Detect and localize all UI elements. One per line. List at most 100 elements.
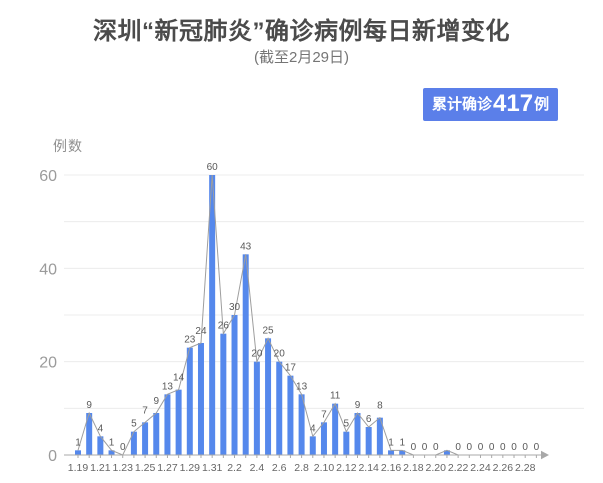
bar — [309, 436, 316, 455]
svg-text:2.26: 2.26 — [493, 462, 514, 474]
svg-text:2.4: 2.4 — [250, 462, 265, 474]
y-axis-tick-labels: 0 20 40 60 — [39, 168, 57, 465]
svg-text:30: 30 — [229, 302, 241, 313]
svg-text:2.8: 2.8 — [294, 462, 309, 474]
svg-text:0: 0 — [120, 442, 126, 453]
svg-text:60: 60 — [207, 162, 219, 173]
svg-text:0: 0 — [522, 442, 528, 453]
svg-text:2.22: 2.22 — [448, 462, 469, 474]
bar — [320, 422, 327, 455]
svg-text:1.21: 1.21 — [90, 462, 111, 474]
x-axis-arrow-icon — [541, 450, 549, 460]
chart-title: 深圳“新冠肺炎”确诊病例每日新增变化 — [93, 18, 510, 45]
svg-text:4: 4 — [98, 423, 104, 434]
svg-text:9: 9 — [86, 400, 92, 411]
svg-text:6: 6 — [366, 414, 372, 425]
bar — [97, 436, 104, 455]
bar — [276, 361, 283, 455]
svg-text:0: 0 — [500, 442, 506, 453]
svg-text:1.27: 1.27 — [157, 462, 178, 474]
svg-text:0: 0 — [467, 442, 473, 453]
x-axis-tick-labels: 1.19 1.21 1.23 1.25 1.27 1.29 1.31 2.2 2.4 2.6 2.8… — [68, 462, 536, 474]
bar — [343, 431, 350, 455]
svg-text:40: 40 — [39, 261, 57, 278]
bar — [253, 361, 260, 455]
svg-text:24: 24 — [195, 326, 207, 337]
svg-text:0: 0 — [433, 442, 439, 453]
svg-text:1.25: 1.25 — [135, 462, 156, 474]
svg-text:1.31: 1.31 — [202, 462, 223, 474]
bar — [298, 394, 305, 455]
bar — [142, 422, 149, 455]
svg-text:1.19: 1.19 — [68, 462, 89, 474]
svg-text:0: 0 — [411, 442, 417, 453]
svg-text:1: 1 — [75, 437, 81, 448]
svg-text:20: 20 — [274, 349, 286, 360]
bar — [388, 450, 395, 455]
bar — [164, 394, 171, 455]
svg-text:0: 0 — [534, 442, 540, 453]
svg-text:7: 7 — [142, 405, 148, 416]
svg-text:1: 1 — [399, 437, 405, 448]
bar — [354, 413, 361, 455]
bar — [376, 417, 383, 455]
cumulative-confirmed-badge: 累计确诊 417 例 — [423, 88, 559, 121]
svg-text:20: 20 — [251, 349, 263, 360]
badge-total-number: 417 — [493, 89, 534, 117]
chart-subtitle: (截至2月29日) — [253, 49, 350, 66]
svg-text:9: 9 — [153, 396, 159, 407]
svg-text:0: 0 — [511, 442, 517, 453]
svg-text:2.6: 2.6 — [272, 462, 287, 474]
svg-text:11: 11 — [330, 391, 341, 402]
svg-text:23: 23 — [184, 335, 196, 346]
y-axis-title: 例数 — [53, 138, 83, 154]
svg-text:13: 13 — [296, 381, 308, 392]
svg-text:2.16: 2.16 — [381, 462, 402, 474]
svg-text:1.23: 1.23 — [113, 462, 134, 474]
svg-text:0: 0 — [455, 442, 461, 453]
svg-text:2.20: 2.20 — [426, 462, 447, 474]
svg-text:17: 17 — [285, 363, 297, 374]
svg-text:1.29: 1.29 — [180, 462, 201, 474]
x-axis — [64, 450, 549, 460]
gridlines — [64, 174, 584, 409]
bar — [365, 427, 372, 455]
bar — [175, 389, 182, 455]
svg-text:25: 25 — [262, 325, 274, 336]
svg-text:0: 0 — [489, 442, 495, 453]
svg-text:5: 5 — [344, 419, 350, 430]
bar — [443, 450, 450, 455]
bar — [153, 413, 160, 455]
bar — [197, 343, 204, 455]
badge-prefix-label: 累计确诊 — [432, 96, 493, 113]
bar — [287, 375, 294, 455]
svg-text:14: 14 — [173, 373, 185, 384]
svg-text:0: 0 — [422, 442, 428, 453]
svg-text:43: 43 — [240, 241, 252, 252]
svg-text:1: 1 — [388, 437, 394, 448]
svg-text:2.14: 2.14 — [358, 462, 379, 474]
svg-text:7: 7 — [321, 409, 327, 420]
svg-text:1: 1 — [109, 437, 115, 448]
bar — [265, 338, 272, 455]
svg-text:2.28: 2.28 — [515, 462, 536, 474]
bar — [399, 450, 406, 455]
svg-text:0: 0 — [48, 448, 57, 465]
svg-text:20: 20 — [39, 355, 57, 372]
bar — [220, 333, 227, 455]
svg-text:8: 8 — [377, 401, 383, 412]
svg-text:13: 13 — [162, 381, 174, 392]
svg-text:2.18: 2.18 — [403, 462, 424, 474]
bar — [186, 347, 193, 455]
bar — [86, 413, 93, 455]
svg-text:2.2: 2.2 — [227, 462, 242, 474]
svg-text:0: 0 — [478, 442, 484, 453]
svg-text:9: 9 — [355, 400, 361, 411]
bar — [242, 254, 249, 455]
bar — [75, 450, 81, 455]
svg-text:2.10: 2.10 — [314, 462, 335, 474]
svg-text:26: 26 — [218, 321, 230, 332]
